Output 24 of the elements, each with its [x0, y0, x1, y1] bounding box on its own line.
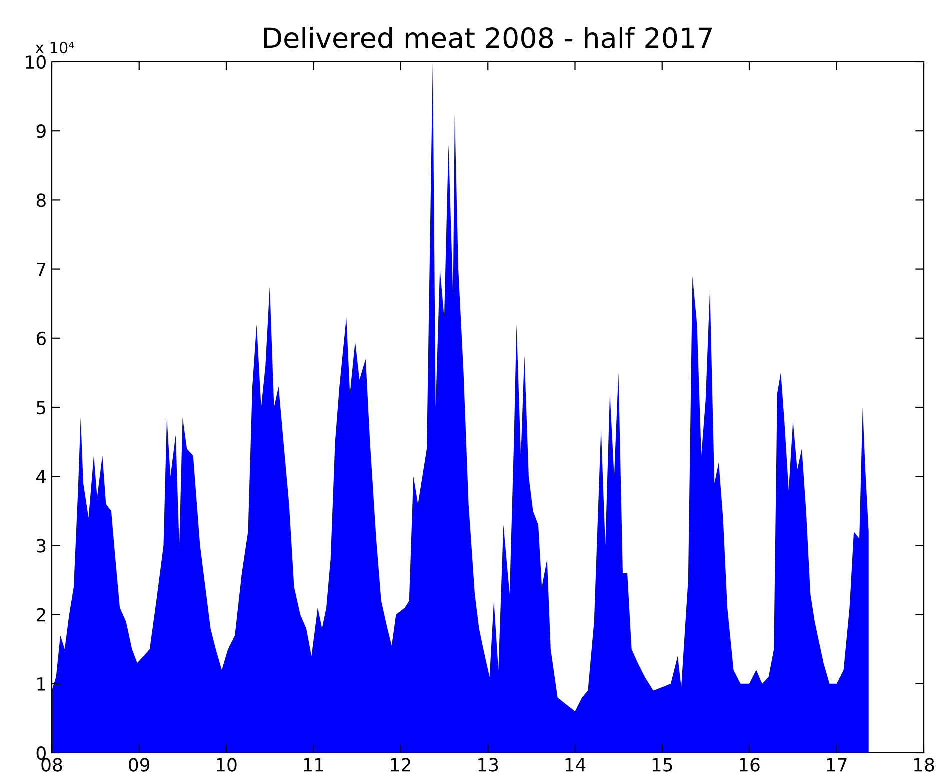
- y-tick-label: 4: [36, 470, 46, 484]
- x-tick-label: 18: [914, 758, 934, 772]
- y-tick-label: 3: [37, 539, 46, 553]
- x-tick-label: 11: [304, 758, 324, 772]
- y-tick-label: 10: [26, 55, 46, 70]
- y-tick-label: 1: [38, 678, 46, 691]
- x-tick-label: 17: [827, 758, 847, 772]
- x-tick-label: 15: [652, 758, 672, 772]
- y-tick-label: 8: [36, 194, 46, 208]
- y-tick-label: 5: [37, 401, 46, 415]
- x-tick-label: 14: [566, 758, 586, 772]
- y-tick-label: 7: [37, 262, 46, 276]
- x-tick-label: 16: [740, 758, 760, 772]
- x-tick-label: 09: [129, 758, 150, 772]
- y-tick-label: 0: [36, 746, 46, 760]
- x-tick-label: 13: [478, 758, 498, 772]
- text: x 10⁴: [36, 42, 74, 54]
- x-tick-label: 12: [391, 758, 410, 772]
- y-tick-label: 6: [36, 332, 46, 346]
- chart-title: Delivered meat 2008 - half 2017: [264, 27, 712, 49]
- x-tick-label: 08: [42, 758, 62, 772]
- y-tick-label: 2: [36, 608, 46, 622]
- x-tick-label: 10: [216, 758, 237, 772]
- y-tick-label: 9: [36, 124, 46, 138]
